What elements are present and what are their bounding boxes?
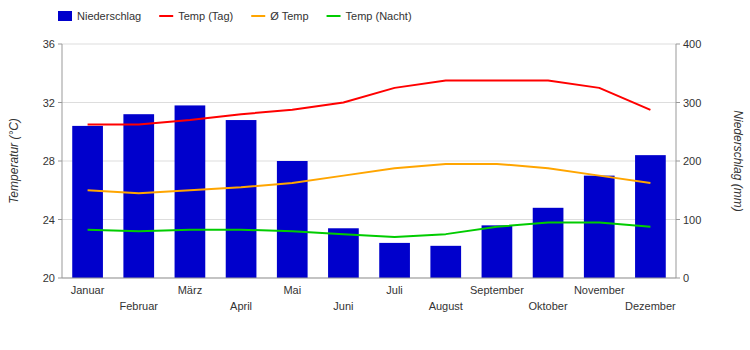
y-tick-label: 36	[43, 38, 55, 50]
bar-series	[72, 105, 666, 278]
bar	[226, 120, 257, 278]
legend-swatch	[327, 15, 341, 17]
bar	[482, 225, 513, 278]
legend-label: Temp (Tag)	[178, 10, 233, 22]
y2-tick	[676, 278, 680, 279]
line-series	[88, 164, 651, 193]
line	[88, 81, 651, 125]
x-tick-label: September	[470, 284, 524, 296]
y2-tick-label: 300	[683, 97, 701, 109]
line	[88, 222, 651, 237]
grid	[62, 44, 676, 278]
bar	[584, 176, 615, 278]
y2-tick	[676, 219, 680, 220]
x-tick-label: Februar	[119, 300, 158, 312]
x-tick-label: Januar	[71, 284, 105, 296]
legend-swatch	[159, 15, 173, 17]
x-tick-label: März	[178, 284, 202, 296]
bar	[533, 208, 564, 278]
legend-label: Niederschlag	[77, 10, 141, 22]
legend: Niederschlag Temp (Tag) Ø Temp Temp (Nacht)	[58, 10, 412, 22]
legend-swatch	[58, 11, 72, 21]
x-tick-label: Juli	[386, 284, 403, 296]
bar	[123, 114, 154, 278]
x-tick-label: Juni	[333, 300, 353, 312]
y-tick	[58, 278, 62, 279]
bar	[72, 126, 103, 278]
y-tick-label: 20	[43, 272, 55, 284]
plot-area	[72, 81, 666, 278]
line-series	[88, 81, 651, 125]
y-tick	[58, 219, 62, 220]
y-tick	[58, 44, 62, 45]
x-axis-line	[62, 278, 676, 279]
legend-label: Ø Temp	[270, 10, 308, 22]
bar	[430, 246, 461, 278]
legend-swatch	[251, 15, 265, 17]
y2-tick-label: 400	[683, 38, 701, 50]
y2-tick-label: 0	[683, 272, 689, 284]
y2-axis-title: Niederschlag (mm)	[731, 110, 745, 211]
y-tick-label: 24	[43, 214, 55, 226]
bar	[277, 161, 308, 278]
x-tick-label: August	[429, 300, 463, 312]
bar	[635, 155, 666, 278]
y2-tick	[676, 44, 680, 45]
y2-tick-label: 200	[683, 155, 701, 167]
y2-tick	[676, 161, 680, 162]
grid-line	[62, 44, 676, 45]
bar	[379, 243, 410, 278]
x-tick-label: Dezember	[625, 300, 676, 312]
x-tick-label: Mai	[283, 284, 301, 296]
y-tick	[58, 161, 62, 162]
legend-label: Temp (Nacht)	[346, 10, 412, 22]
axes: 20 24 28 32 36 0 100 200 300 400 Januar Februar März…	[7, 38, 745, 312]
chart: 20 24 28 32 36 0 100 200 300 400 Januar Februar März…	[0, 0, 750, 350]
line-series	[88, 222, 651, 237]
y-axis-title: Temperatur (°C)	[7, 118, 21, 204]
x-tick-label: November	[574, 284, 625, 296]
y2-tick	[676, 102, 680, 103]
y-tick-label: 28	[43, 155, 55, 167]
grid-line	[62, 102, 676, 103]
y-tick-label: 32	[43, 97, 55, 109]
grid-line	[62, 278, 676, 279]
x-tick-label: Oktober	[529, 300, 568, 312]
line	[88, 164, 651, 193]
x-tick-label: April	[230, 300, 252, 312]
y-tick	[58, 102, 62, 103]
y2-tick-label: 100	[683, 214, 701, 226]
